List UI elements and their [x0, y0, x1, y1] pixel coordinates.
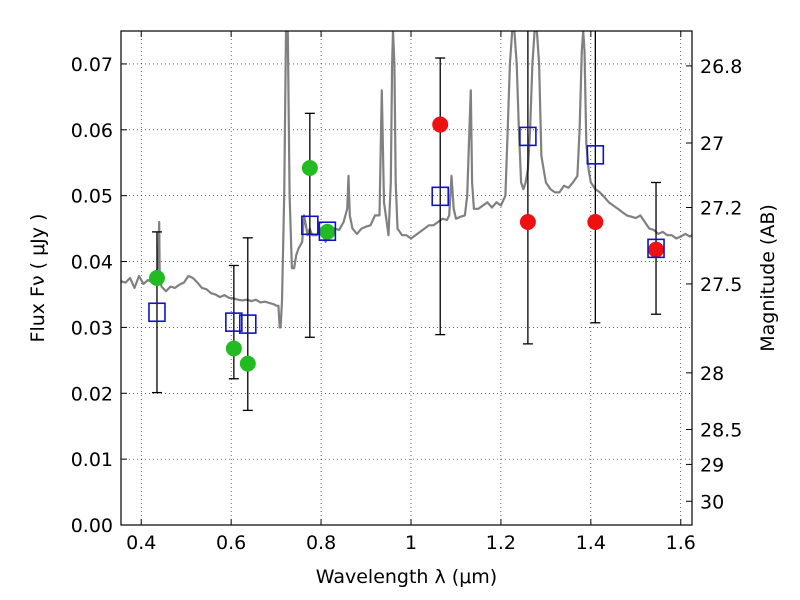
- magnitude-tick-label: 30: [700, 491, 724, 513]
- data-point-circle: [519, 214, 536, 231]
- x-tick-label: 1.6: [666, 532, 696, 554]
- data-point-square: [225, 312, 243, 332]
- y-tick-label: 0.06: [71, 120, 113, 142]
- data-point-circle: [432, 116, 449, 133]
- x-tick-label: 1: [405, 532, 417, 554]
- data-point-circle: [587, 214, 604, 231]
- y-tick-label: 0.02: [71, 383, 113, 405]
- data-point-square: [301, 215, 319, 236]
- magnitude-tick-label: 26.8: [700, 56, 742, 78]
- data-point-square: [431, 186, 450, 207]
- y-tick-label: 0.05: [71, 186, 113, 208]
- y-tick-label: 0.01: [71, 449, 113, 471]
- x-axis-title: Wavelength λ (μm): [316, 566, 497, 588]
- data-point-square: [238, 314, 257, 334]
- data-point-square: [148, 302, 166, 323]
- data-point-circle: [239, 355, 256, 372]
- grid-layer: [121, 31, 692, 526]
- data-point-square: [647, 238, 665, 259]
- y-tick-label: 0.00: [71, 515, 113, 537]
- magnitude-axis-title: Magnitude (AB): [757, 204, 779, 352]
- magnitude-tick-label: 27.2: [700, 198, 742, 220]
- magnitude-tick-label: 29: [700, 454, 724, 476]
- model-spectrum-line: [121, 31, 692, 329]
- x-tick-label: 0.6: [216, 532, 246, 554]
- x-tick-label: 0.8: [306, 532, 336, 554]
- data-point-square: [586, 145, 605, 165]
- data-point-circle: [319, 223, 336, 240]
- y-tick-label: 0.07: [71, 54, 113, 76]
- data-point-circle: [301, 160, 318, 177]
- y-tick-label: 0.04: [71, 252, 113, 274]
- y-tick-label: 0.03: [71, 317, 113, 339]
- data-point-circle: [648, 241, 665, 258]
- magnitude-tick-label: 27: [700, 133, 724, 155]
- y-axis-title: Flux Fν ( μJy ): [27, 214, 49, 343]
- plot-frame: [120, 30, 693, 526]
- axes-layer: 0.4 0.6 0.8 1 1.2 1.4 1.6 0.00 0.01 0.02 0.03 0.04 0…: [71, 31, 742, 554]
- magnitude-tick-label: 28: [700, 363, 724, 385]
- magnitude-tick-label: 28.5: [700, 419, 742, 441]
- data-point-circle: [148, 270, 165, 286]
- data-point-square: [318, 221, 337, 242]
- plot-layer: [121, 31, 692, 412]
- x-tick-label: 1.4: [576, 532, 606, 554]
- data-point-circle: [225, 340, 242, 357]
- data-point-square: [519, 126, 537, 147]
- magnitude-tick-label: 27.5: [700, 274, 742, 296]
- x-tick-label: 1.2: [486, 532, 516, 554]
- x-tick-label: 0.4: [126, 532, 156, 554]
